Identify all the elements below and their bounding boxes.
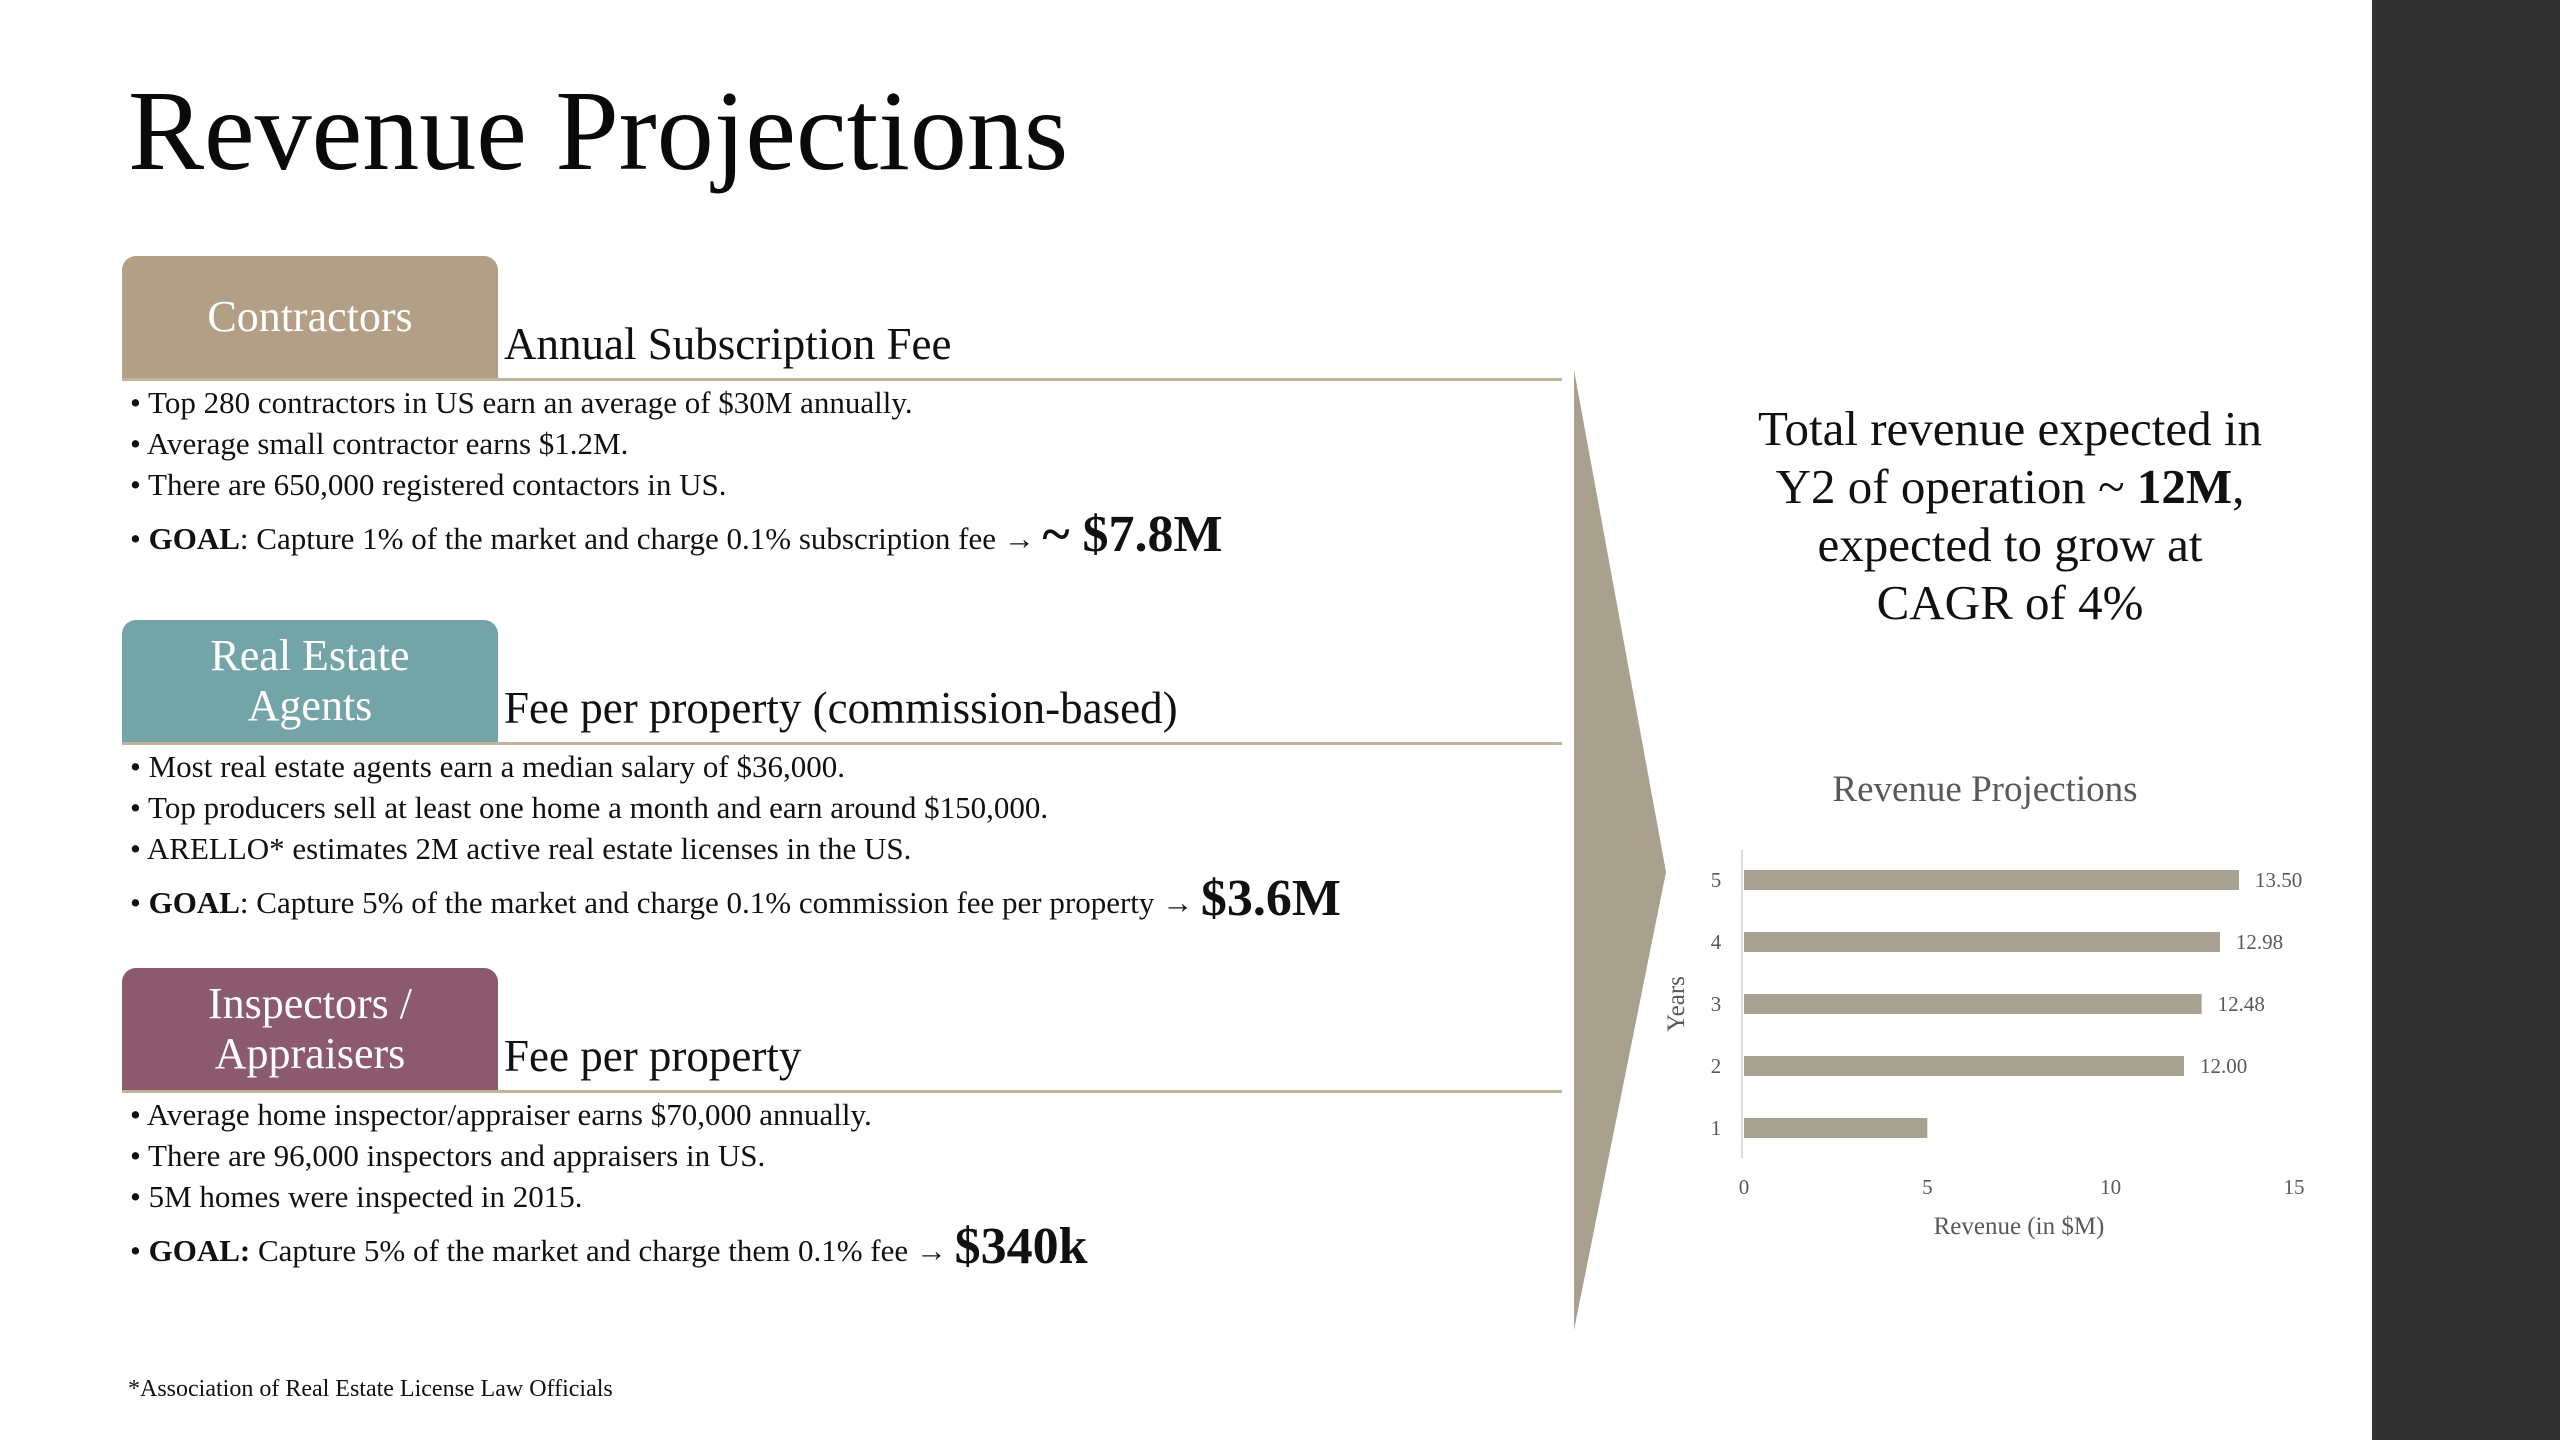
bar	[1744, 870, 2239, 890]
goal-label: GOAL:	[148, 1233, 251, 1268]
chart-title: Revenue Projections	[1832, 769, 2138, 810]
goal-label: GOAL	[148, 521, 240, 556]
chevron-arrow-icon	[1574, 370, 1666, 1330]
x-axis-title: Revenue (in $M)	[1934, 1213, 2105, 1240]
y-tick-label: 3	[1711, 992, 1722, 1016]
tab-contractors: Contractors	[122, 256, 498, 378]
right-side-bar	[2372, 0, 2560, 1440]
summary-text: Total revenue expected in Y2 of operatio…	[1757, 401, 2263, 514]
revenue-projection-chart: 1 2 12.00 3 12.48 4 12.98 5 13.50 0 5 10 15 Revenue (…	[1663, 850, 2305, 1240]
y-tick-label: 1	[1711, 1116, 1722, 1140]
contractors-header: Annual Subscription Fee	[504, 319, 952, 369]
inspectors-header: Fee per property	[504, 1031, 802, 1081]
bullet: ARELLO* estimates 2M active real estate …	[130, 828, 1048, 869]
footnote: *Association of Real Estate License Law …	[128, 1376, 613, 1402]
section-rule	[122, 742, 1562, 745]
page-title: Revenue Projections	[128, 67, 1069, 194]
goal-amount: ~ $7.8M	[1042, 506, 1223, 563]
goal-amount: $3.6M	[1200, 870, 1341, 927]
x-tick-label: 15	[2284, 1175, 2305, 1199]
agents-header: Fee per property (commission-based)	[504, 683, 1178, 733]
data-label: 12.98	[2236, 930, 2283, 954]
bullet: Top 280 contractors in US earn an averag…	[130, 382, 913, 423]
contractors-goal: GOAL: Capture 1% of the market and charg…	[130, 506, 1223, 568]
goal-label: GOAL	[148, 885, 240, 920]
x-tick-label: 10	[2100, 1175, 2121, 1199]
bullet: Average home inspector/appraiser earns $…	[130, 1094, 872, 1135]
bullet: There are 650,000 registered contactors …	[130, 464, 913, 505]
goal-text: : Capture 5% of the market and charge 0.…	[239, 885, 1201, 920]
section-contractors: Contractors Annual Subscription Fee Top …	[122, 256, 1562, 596]
data-label: 12.00	[2200, 1054, 2247, 1078]
agents-goal: GOAL: Capture 5% of the market and charg…	[130, 870, 1341, 932]
tab-real-estate-agents: Real Estate Agents	[122, 620, 498, 742]
section-rule	[122, 1090, 1562, 1093]
bar	[1744, 994, 2202, 1014]
y-tick-label: 4	[1711, 930, 1722, 954]
goal-text: : Capture 1% of the market and charge 0.…	[239, 521, 1043, 556]
bullet: Most real estate agents earn a median sa…	[130, 746, 1048, 787]
agents-bullets: Most real estate agents earn a median sa…	[130, 746, 1048, 869]
tab-inspectors-appraisers: Inspectors / Appraisers	[122, 968, 498, 1090]
contractors-bullets: Top 280 contractors in US earn an averag…	[130, 382, 913, 505]
goal-text: Capture 5% of the market and charge them…	[250, 1233, 955, 1268]
bar	[1744, 932, 2220, 952]
bullet: Top producers sell at least one home a m…	[130, 787, 1048, 828]
summary-bold: 12M	[2136, 459, 2233, 514]
bullet: There are 96,000 inspectors and appraise…	[130, 1135, 872, 1176]
section-real-estate-agents: Real Estate Agents Fee per property (com…	[122, 620, 1562, 960]
y-tick-label: 2	[1711, 1054, 1722, 1078]
revenue-summary: Total revenue expected in Y2 of operatio…	[1750, 400, 2270, 632]
bar	[1744, 1056, 2184, 1076]
goal-amount: $340k	[954, 1218, 1088, 1275]
summary-text: , expected to grow at CAGR of 4%	[1817, 459, 2245, 630]
y-axis-title: Years	[1663, 976, 1690, 1032]
y-tick-label: 5	[1711, 868, 1722, 892]
data-label: 13.50	[2255, 868, 2302, 892]
section-rule	[122, 378, 1562, 381]
bullet: 5M homes were inspected in 2015.	[130, 1176, 872, 1217]
x-tick-label: 5	[1922, 1175, 1933, 1199]
bar	[1744, 1118, 1928, 1138]
section-inspectors-appraisers: Inspectors / Appraisers Fee per property…	[122, 968, 1562, 1308]
inspectors-goal: GOAL: Capture 5% of the market and charg…	[130, 1218, 1088, 1280]
x-tick-label: 0	[1739, 1175, 1750, 1199]
inspectors-bullets: Average home inspector/appraiser earns $…	[130, 1094, 872, 1217]
data-label: 12.48	[2218, 992, 2265, 1016]
bullet: Average small contractor earns $1.2M.	[130, 423, 913, 464]
